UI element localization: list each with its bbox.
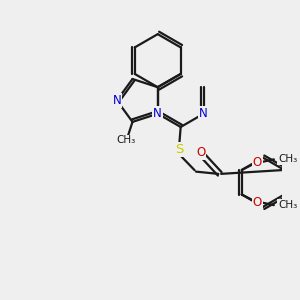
Text: O: O — [253, 196, 262, 209]
Text: N: N — [153, 107, 162, 120]
Text: S: S — [175, 143, 184, 156]
Text: O: O — [196, 146, 206, 159]
Text: O: O — [253, 156, 262, 169]
Text: CH₃: CH₃ — [278, 154, 297, 164]
Text: N: N — [112, 94, 121, 107]
Text: CH₃: CH₃ — [117, 136, 136, 146]
Text: CH₃: CH₃ — [278, 200, 297, 210]
Text: N: N — [153, 107, 162, 120]
Text: N: N — [199, 107, 208, 120]
